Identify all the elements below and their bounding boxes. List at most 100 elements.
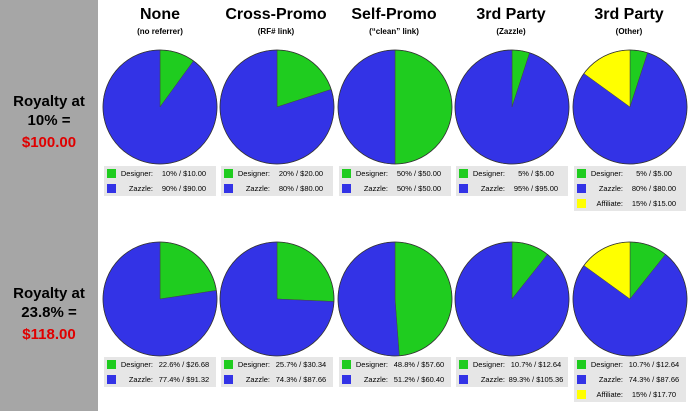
legend-value-label: 74.3% / $87.66	[275, 375, 327, 384]
pie-slice-designer	[276, 241, 335, 302]
column-title: Cross-Promo	[225, 6, 327, 23]
legend-item-zazzle: Zazzle: 90% / $90.00	[104, 181, 216, 196]
column-header-3rd-party-other: 3rd Party (Other)	[570, 6, 688, 38]
column-header-cross-promo: Cross-Promo (RF# link)	[217, 6, 335, 38]
legend-value-label: 10.7% / $12.64	[628, 360, 680, 369]
legend-item-designer: Designer: 10% / $10.00	[104, 166, 216, 181]
column-title: None	[140, 6, 180, 23]
legend-value-label: 95% / $95.00	[513, 184, 559, 193]
pie-chart	[219, 241, 335, 357]
legend-item-zazzle: Zazzle: 77.4% / $91.32	[104, 372, 216, 387]
pie-slice-zazzle	[102, 49, 218, 165]
legend-series-name: Designer:	[355, 360, 388, 369]
row-label-line2: 10% =	[27, 112, 71, 129]
column-header-none: None (no referrer)	[101, 6, 219, 38]
legend-value-label: 50% / $50.00	[396, 169, 442, 178]
legend-swatch	[224, 184, 233, 193]
pie-legend: Designer: 25.7% / $30.34 Zazzle: 74.3% / $8…	[221, 357, 333, 387]
legend-item-designer: Designer: 5% / $5.00	[456, 166, 568, 181]
legend-item-affiliate: Affiliate: 15% / $17.70	[574, 387, 686, 402]
column-subtitle: (RF# link)	[257, 27, 295, 36]
legend-value-label: 20% / $20.00	[278, 169, 324, 178]
legend-swatch	[577, 199, 586, 208]
pie-outline	[219, 49, 335, 165]
pie-outline	[219, 241, 335, 357]
legend-swatch	[342, 184, 351, 193]
pie-slice-zazzle	[337, 49, 396, 165]
pie-chart	[102, 241, 218, 357]
legend-swatch	[577, 169, 586, 178]
legend-item-zazzle: Zazzle: 80% / $80.00	[221, 181, 333, 196]
legend-series-name: Designer:	[590, 360, 623, 369]
legend-value-label: 74.3% / $87.66	[628, 375, 680, 384]
legend-series-name: Zazzle:	[128, 375, 153, 384]
legend-swatch	[224, 169, 233, 178]
legend-item-designer: Designer: 25.7% / $30.34	[221, 357, 333, 372]
pie-legend: Designer: 5% / $5.00 Zazzle: 80% / $80.00 Af…	[574, 166, 686, 211]
legend-series-name: Zazzle:	[598, 375, 623, 384]
legend-value-label: 80% / $80.00	[631, 184, 677, 193]
column-title: 3rd Party	[594, 6, 664, 23]
pie-chart	[219, 49, 335, 165]
legend-series-name: Designer:	[237, 360, 270, 369]
legend-item-zazzle: Zazzle: 51.2% / $60.40	[339, 372, 451, 387]
legend-swatch	[459, 169, 468, 178]
legend-item-designer: Designer: 10.7% / $12.64	[456, 357, 568, 372]
legend-value-label: 5% / $5.00	[518, 169, 554, 178]
legend-swatch	[342, 360, 351, 369]
row-label-23-8-percent: Royalty at 23.8% = $118.00	[0, 284, 98, 344]
legend-item-zazzle: Zazzle: 74.3% / $87.66	[574, 372, 686, 387]
column-header-self-promo: Self-Promo (“clean” link)	[335, 6, 453, 38]
legend-series-name: Zazzle:	[363, 375, 388, 384]
legend-item-affiliate: Affiliate: 15% / $15.00	[574, 196, 686, 211]
pie-legend: Designer: 20% / $20.00 Zazzle: 80% / $80.00	[221, 166, 333, 196]
legend-series-name: Designer:	[355, 169, 388, 178]
pie-legend: Designer: 10% / $10.00 Zazzle: 90% / $90.00	[104, 166, 216, 196]
pie-slice-designer	[159, 241, 217, 300]
legend-series-name: Designer:	[472, 169, 505, 178]
legend-item-designer: Designer: 50% / $50.00	[339, 166, 451, 181]
pie-legend: Designer: 50% / $50.00 Zazzle: 50% / $50.00	[339, 166, 451, 196]
legend-item-designer: Designer: 10.7% / $12.64	[574, 357, 686, 372]
column-title: Self-Promo	[351, 6, 437, 23]
legend-value-label: 80% / $80.00	[278, 184, 324, 193]
column-subtitle: (Other)	[615, 27, 643, 36]
legend-value-label: 48.8% / $57.60	[393, 360, 445, 369]
row-label-line2: 23.8% =	[21, 304, 77, 321]
column-title: 3rd Party	[476, 6, 546, 23]
column-subtitle: (no referrer)	[137, 27, 183, 36]
pie-slice-zazzle	[454, 49, 570, 165]
pie-outline	[572, 241, 688, 357]
legend-swatch	[107, 360, 116, 369]
legend-series-name: Zazzle:	[480, 375, 505, 384]
legend-value-label: 50% / $50.00	[396, 184, 442, 193]
pie-slice-zazzle	[337, 241, 400, 357]
legend-item-zazzle: Zazzle: 50% / $50.00	[339, 181, 451, 196]
legend-swatch	[577, 375, 586, 384]
legend-series-name: Zazzle:	[598, 184, 623, 193]
legend-value-label: 51.2% / $60.40	[393, 375, 445, 384]
pie-chart	[572, 49, 688, 165]
legend-swatch	[577, 360, 586, 369]
legend-series-name: Designer:	[237, 169, 270, 178]
legend-value-label: 25.7% / $30.34	[275, 360, 327, 369]
legend-value-label: 10% / $10.00	[161, 169, 207, 178]
legend-swatch	[107, 169, 116, 178]
row-label-10-percent: Royalty at 10% = $100.00	[0, 92, 98, 152]
legend-series-name: Zazzle:	[245, 375, 270, 384]
legend-swatch	[224, 360, 233, 369]
legend-swatch	[224, 375, 233, 384]
legend-series-name: Designer:	[590, 169, 623, 178]
legend-swatch	[459, 360, 468, 369]
legend-value-label: 10.7% / $12.64	[510, 360, 562, 369]
legend-item-designer: Designer: 5% / $5.00	[574, 166, 686, 181]
legend-value-label: 22.6% / $26.68	[158, 360, 210, 369]
legend-item-designer: Designer: 48.8% / $57.60	[339, 357, 451, 372]
pie-slice-designer	[394, 49, 453, 165]
pie-chart	[337, 49, 453, 165]
legend-series-name: Zazzle:	[245, 184, 270, 193]
legend-series-name: Zazzle:	[128, 184, 153, 193]
pie-legend: Designer: 22.6% / $26.68 Zazzle: 77.4% / $9…	[104, 357, 216, 387]
legend-swatch	[577, 390, 586, 399]
legend-item-zazzle: Zazzle: 89.3% / $105.36	[456, 372, 568, 387]
